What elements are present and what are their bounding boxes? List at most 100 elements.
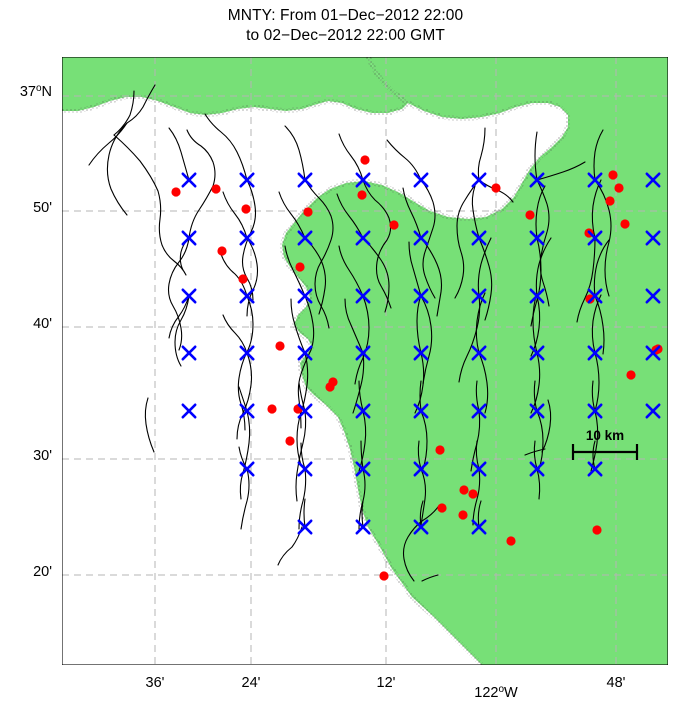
title-line-1: MNTY: From 01−Dec−2012 22:00 — [227, 7, 464, 24]
drifter-start-marker — [181, 288, 197, 304]
x-tick-label: 24' — [241, 675, 261, 691]
drifter-start-marker — [413, 403, 429, 419]
drifter-end-marker — [379, 571, 389, 581]
drifter-start-marker — [645, 403, 661, 419]
x-tick-label: 48' — [606, 675, 626, 691]
map-canvas — [62, 57, 668, 665]
drifter-start-marker — [587, 288, 603, 304]
scale-bar — [571, 444, 639, 460]
drifter-end-marker — [620, 219, 630, 229]
drifter-end-marker — [275, 341, 285, 351]
drifter-end-marker — [295, 262, 305, 272]
drifter-end-marker — [437, 503, 447, 513]
drifter-start-marker — [355, 172, 371, 188]
drifter-end-marker — [458, 510, 468, 520]
x-tick-label: 36' — [145, 675, 165, 691]
drifter-start-marker — [239, 172, 255, 188]
drifter-trajectories — [88, 84, 612, 582]
drifter-end-marker — [525, 210, 535, 220]
y-tick-label: 50' — [33, 200, 52, 216]
drifter-end-marker — [592, 525, 602, 535]
drifter-end-marker — [435, 445, 445, 455]
drifter-end-marker — [360, 155, 370, 165]
drifter-start-marker — [413, 461, 429, 477]
drifter-start-marker — [471, 230, 487, 246]
drifter-end-marker — [506, 536, 516, 546]
drifter-start-marker — [587, 345, 603, 361]
drifter-start-marker — [355, 403, 371, 419]
drifter-start-marker — [413, 345, 429, 361]
drifter-end-markers — [171, 155, 663, 581]
drifter-end-marker — [267, 404, 277, 414]
drifter-start-marker — [529, 461, 545, 477]
drifter-end-marker — [491, 183, 501, 193]
drifter-start-marker — [239, 461, 255, 477]
drifter-end-marker — [285, 436, 295, 446]
drifter-start-marker — [297, 461, 313, 477]
drifter-end-marker — [217, 246, 227, 256]
drifter-start-marker — [587, 461, 603, 477]
drifter-start-marker — [529, 230, 545, 246]
drifter-end-marker — [238, 274, 248, 284]
drifter-start-marker — [471, 345, 487, 361]
drifter-start-marker — [471, 461, 487, 477]
x-tick-label: 122oW — [474, 684, 518, 702]
y-tick-label: 30' — [33, 448, 52, 464]
drifter-start-marker — [529, 288, 545, 304]
drifter-end-marker — [626, 370, 636, 380]
y-tick-label: 20' — [33, 564, 52, 580]
drifter-start-marker — [355, 461, 371, 477]
drifter-start-marker — [181, 230, 197, 246]
drifter-start-marker — [355, 288, 371, 304]
drifter-end-marker — [605, 196, 615, 206]
drifter-start-marker — [297, 230, 313, 246]
drifter-start-marker — [587, 172, 603, 188]
drifter-end-marker — [459, 485, 469, 495]
title-line-2: to 02−Dec−2012 22:00 GMT — [246, 27, 445, 44]
y-tick-label: 40' — [33, 316, 52, 332]
drifter-start-marker — [355, 519, 371, 535]
drifter-end-marker — [211, 184, 221, 194]
drifter-start-marker — [529, 403, 545, 419]
drifter-start-marker — [239, 403, 255, 419]
drifter-start-marker — [181, 172, 197, 188]
drifter-start-marker — [471, 172, 487, 188]
drifter-end-marker — [468, 489, 478, 499]
drifter-start-marker — [645, 230, 661, 246]
drifter-start-marker — [645, 345, 661, 361]
drifter-end-marker — [171, 187, 181, 197]
drifter-end-marker — [585, 294, 595, 304]
drifter-start-marker — [413, 230, 429, 246]
drifter-end-marker — [389, 220, 399, 230]
drifter-start-marker — [413, 519, 429, 535]
grid-lines — [62, 57, 668, 665]
drifter-end-marker — [241, 204, 251, 214]
drifter-start-marker — [355, 345, 371, 361]
drifter-start-marker — [413, 172, 429, 188]
drifter-end-marker — [608, 170, 618, 180]
drifter-start-marker — [181, 345, 197, 361]
drifter-start-marker — [529, 345, 545, 361]
drifter-start-marker — [297, 288, 313, 304]
drifter-start-marker — [297, 345, 313, 361]
drifter-start-marker — [413, 288, 429, 304]
drifter-end-marker — [303, 207, 313, 217]
scale-bar-label: 10 km — [585, 428, 625, 443]
map-plot-area: 37oN 50' 40' 30' 20' 36' 24' 12' 122oW 4… — [20, 57, 668, 701]
drifter-start-marker — [587, 230, 603, 246]
drifter-start-markers — [181, 172, 661, 535]
drifter-start-marker — [297, 403, 313, 419]
drifter-start-marker — [181, 403, 197, 419]
drifter-start-marker — [355, 230, 371, 246]
drifter-start-marker — [645, 288, 661, 304]
drifter-end-marker — [357, 190, 367, 200]
drifter-start-marker — [645, 172, 661, 188]
drifter-start-marker — [239, 288, 255, 304]
drifter-start-marker — [529, 172, 545, 188]
drifter-start-marker — [297, 172, 313, 188]
drifter-end-marker — [325, 382, 335, 392]
drifter-start-marker — [239, 345, 255, 361]
figure-title: MNTY: From 01−Dec−2012 22:00 to 02−Dec−2… — [0, 6, 691, 46]
drifter-start-marker — [587, 403, 603, 419]
